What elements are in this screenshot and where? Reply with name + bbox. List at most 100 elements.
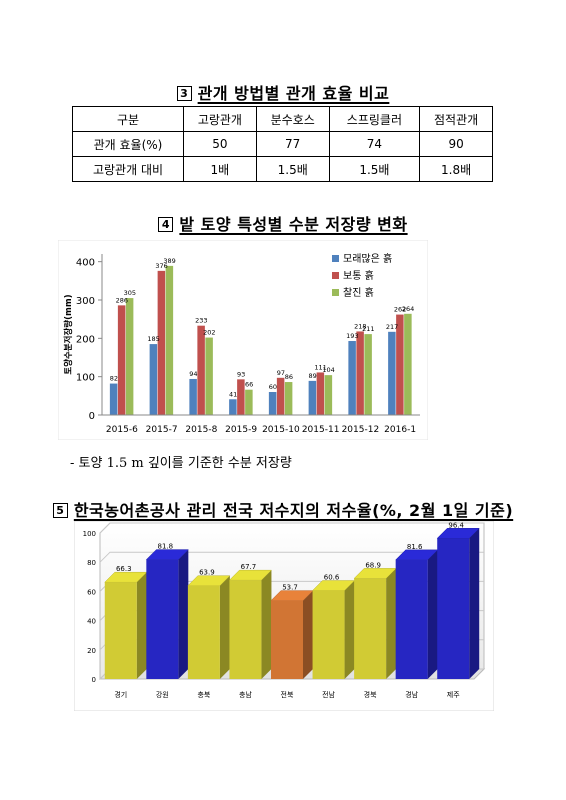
- x-tick-label: 2015-8: [185, 425, 217, 435]
- section1-title: 3 관개 방법별 관개 효율 비교: [0, 80, 566, 104]
- bar: [245, 389, 253, 415]
- section1-title-text: 관개 방법별 관개 효율 비교: [197, 84, 390, 103]
- bar: [268, 392, 277, 415]
- table-header-cell: 점적관개: [419, 106, 493, 132]
- bar: [316, 372, 325, 415]
- data-label: 211: [362, 325, 374, 333]
- y-tick-label: 40: [87, 618, 96, 626]
- table-cell: 고랑관개 대비: [72, 156, 184, 182]
- data-label: 66: [245, 381, 253, 389]
- data-label: 217: [386, 323, 398, 331]
- table-cell: 77: [255, 131, 330, 157]
- table-row: 고랑관개 대비 1배 1.5배 1.5배 1.8배: [72, 156, 493, 182]
- bar: [104, 582, 137, 679]
- table-cell: 1배: [183, 156, 257, 182]
- bar: [146, 559, 179, 679]
- x-tick-label: 전북: [281, 690, 294, 699]
- x-tick-label: 경남: [405, 690, 418, 699]
- bar-side: [469, 528, 480, 679]
- irrigation-efficiency-table: 구분 고랑관개 분수호스 스프링클러 점적관개 관개 효율(%) 50 77 7…: [72, 106, 493, 182]
- y-tick-label: 400: [76, 258, 95, 269]
- section2-title-text: 밭 토양 특성별 수분 저장량 변화: [179, 215, 408, 234]
- bar: [437, 538, 470, 679]
- data-label: 286: [116, 296, 128, 304]
- bar: [117, 305, 126, 415]
- bar-side: [178, 549, 189, 679]
- soil-moisture-chart: 0 100 200 300 400 토양수분저장량(mm) 2015-6 2015-7 2015…: [58, 240, 428, 440]
- table-header-cell: 스프링클러: [328, 106, 421, 132]
- data-label: 111: [314, 363, 326, 371]
- x-tick-label: 2015-11: [302, 425, 340, 435]
- table-cell: 1.8배: [419, 156, 493, 182]
- data-label: 67.7: [241, 563, 257, 571]
- bar: [364, 334, 372, 415]
- x-tick-label: 2015-12: [342, 425, 380, 435]
- bar: [149, 344, 158, 415]
- y-tick-label: 200: [76, 334, 95, 345]
- bar: [396, 314, 404, 415]
- table-cell: 90: [419, 131, 493, 157]
- x-tick-label: 충북: [197, 690, 210, 699]
- bar: [308, 380, 317, 415]
- x-tick-label: 2015-9: [225, 425, 257, 435]
- bar: [356, 331, 364, 415]
- y-tick-label: 0: [89, 411, 95, 422]
- bar-side: [427, 549, 438, 679]
- data-label: 81.8: [158, 543, 174, 551]
- table-header-row: 구분 고랑관개 분수호스 스프링클러 점적관개: [72, 106, 493, 132]
- bar: [229, 399, 237, 415]
- bar: [324, 375, 333, 415]
- bar: [205, 337, 213, 415]
- table-cell: 관개 효율(%): [72, 131, 184, 157]
- data-label: 53.7: [282, 584, 298, 592]
- grid-line: [99, 551, 484, 563]
- bar: [404, 313, 412, 415]
- data-label: 305: [124, 289, 136, 297]
- x-tick-label: 2016-1: [384, 425, 416, 435]
- legend-swatch: [332, 272, 339, 279]
- table-cell: 1.5배: [328, 156, 421, 182]
- bar-side: [136, 572, 147, 679]
- data-label: 94: [189, 370, 197, 378]
- x-tick-label: 2015-10: [262, 425, 300, 435]
- bar: [189, 378, 197, 415]
- bar: [271, 600, 303, 679]
- legend-swatch: [332, 255, 339, 262]
- data-label: 60: [269, 383, 277, 391]
- bar: [395, 559, 428, 679]
- table-row: 관개 효율(%) 50 77 74 90: [72, 131, 493, 157]
- bar: [312, 590, 345, 679]
- legend-swatch: [332, 289, 339, 296]
- bar: [284, 382, 293, 415]
- table-header-cell: 분수호스: [255, 106, 330, 132]
- data-label: 262: [394, 306, 406, 314]
- bar: [109, 383, 118, 415]
- x-tick-label: 경북: [364, 690, 377, 699]
- bar: [229, 580, 262, 679]
- data-label: 389: [163, 257, 175, 265]
- x-tick-label: 2015-6: [106, 425, 138, 435]
- bar-side: [386, 568, 397, 679]
- bar-top: [436, 528, 480, 539]
- data-label: 233: [195, 317, 207, 325]
- bar: [354, 578, 387, 679]
- y-tick-label: 0: [92, 676, 96, 684]
- legend-label: 보통 흙: [343, 269, 374, 282]
- y-tick-label: 60: [87, 588, 96, 596]
- chart-note: - 토양 1.5 m 깊이를 기준한 수분 저장량: [70, 456, 292, 471]
- table-cell: 50: [183, 131, 257, 157]
- grid-line: [99, 522, 484, 534]
- section-number-badge: 5: [52, 503, 68, 518]
- bar: [348, 341, 356, 415]
- x-tick-label: 강원: [156, 690, 169, 699]
- bar: [165, 265, 174, 415]
- y-tick-label: 300: [76, 296, 95, 307]
- table-header-cell: 구분: [72, 106, 184, 132]
- legend-label: 찰진 흙: [343, 286, 374, 299]
- bar: [276, 377, 285, 415]
- bar-side: [261, 570, 272, 679]
- section3-title: 5 한국농어촌공사 관리 전국 저수지의 저수율(%, 2월 1일 기준): [0, 497, 566, 521]
- bar-top: [187, 575, 231, 586]
- data-label: 202: [203, 329, 215, 337]
- data-label: 104: [322, 366, 334, 374]
